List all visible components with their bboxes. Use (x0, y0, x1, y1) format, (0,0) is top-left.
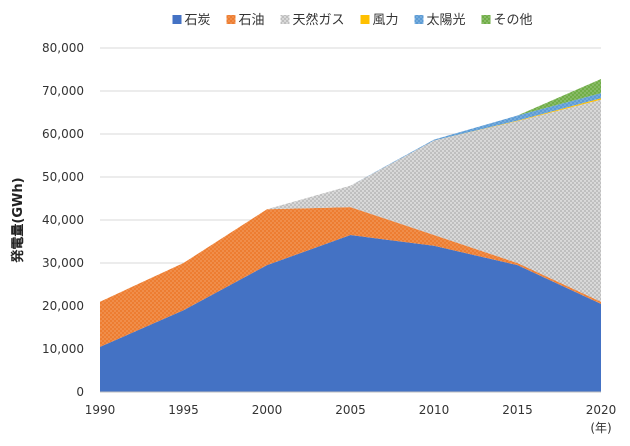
legend-label: 石油 (239, 13, 265, 28)
x-tick-label: 1995 (168, 403, 199, 417)
legend-swatch (360, 15, 370, 24)
legend-swatch (414, 15, 424, 24)
x-tick-label: 1990 (85, 403, 116, 417)
legend-swatch (481, 15, 491, 24)
legend-swatch (172, 15, 182, 24)
y-tick-label: 80,000 (42, 41, 84, 55)
legend-label: 天然ガス (293, 12, 345, 28)
y-tick-label: 70,000 (42, 84, 84, 98)
x-tick-label: 2015 (502, 403, 533, 417)
y-tick-label: 50,000 (42, 170, 84, 184)
legend-swatch (226, 15, 236, 24)
x-tick-label: 2020 (586, 403, 617, 417)
legend-label: 太陽光 (427, 13, 466, 28)
x-tick-labels: 1990 1995 2000 2005 2010 2015 2020 (85, 403, 617, 417)
area-5 (100, 78, 601, 302)
legend-label: 風力 (373, 13, 399, 28)
y-axis-label: 発電量(GWh) (10, 177, 26, 263)
y-tick-label: 0 (76, 385, 84, 399)
area-1 (100, 207, 601, 347)
area-2 (100, 99, 601, 302)
legend: 石炭 石油 天然ガス 風力 太陽光 その他 (172, 12, 533, 28)
y-tick-label: 30,000 (42, 256, 84, 270)
area-series (100, 78, 601, 392)
legend-label: その他 (494, 13, 533, 28)
legend-swatch (280, 15, 290, 24)
y-tick-labels: 0 10,000 20,000 30,000 40,000 50,000 60,000 70,… (42, 41, 84, 399)
x-tick-label: 2000 (252, 403, 283, 417)
y-tick-label: 40,000 (42, 213, 84, 227)
x-tick-label: 2010 (419, 403, 450, 417)
legend-label: 石炭 (185, 13, 211, 28)
x-axis-unit: (年) (590, 421, 611, 435)
x-tick-label: 2005 (335, 403, 366, 417)
area-0 (100, 235, 601, 392)
y-tick-label: 20,000 (42, 299, 84, 313)
y-tick-label: 60,000 (42, 127, 84, 141)
y-tick-label: 10,000 (42, 342, 84, 356)
